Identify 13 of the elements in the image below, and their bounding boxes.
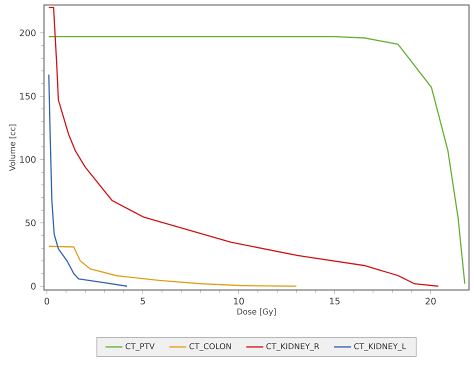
- y-tick-label: 200: [20, 29, 36, 36]
- x-tick-label: 10: [234, 298, 244, 305]
- x-tick-label: 5: [140, 298, 145, 304]
- y-tick-label: 0: [31, 282, 36, 290]
- line-series: [48, 6, 439, 287]
- x-tick-label: 20: [426, 298, 436, 305]
- y-tick-label: 150: [20, 92, 36, 100]
- x-tick-label: 0: [44, 298, 50, 305]
- y-tick-label: 100: [20, 156, 36, 163]
- y-tick-label: 50: [26, 219, 36, 226]
- line-series: [48, 74, 128, 287]
- x-tick-label: 15: [330, 298, 340, 304]
- line-series: [48, 246, 297, 287]
